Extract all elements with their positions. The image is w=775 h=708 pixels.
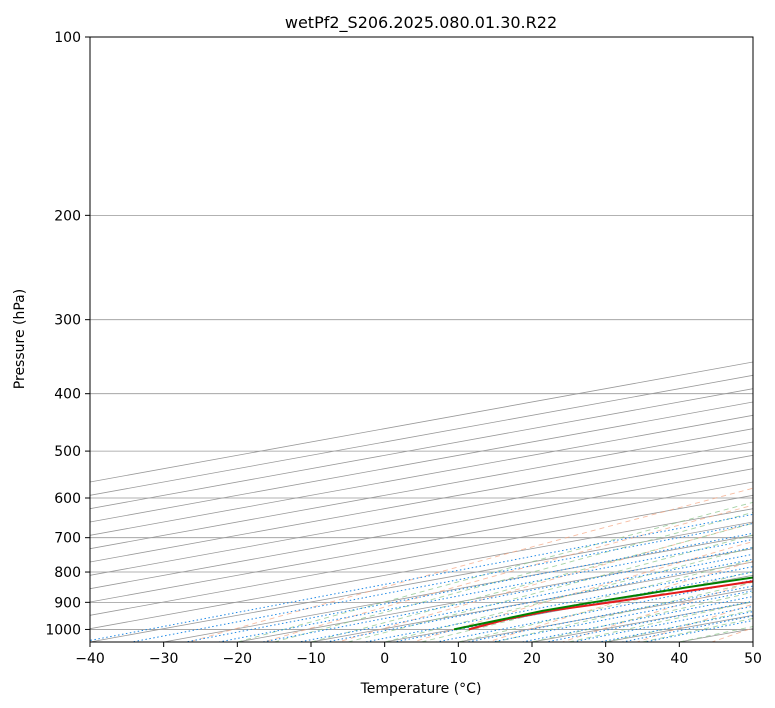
- moist-adiabat: [347, 534, 753, 642]
- mixing-ratio-line: [519, 595, 753, 642]
- isotherm-line: [90, 454, 753, 576]
- isotherm-line: [161, 534, 753, 642]
- y-tick-label: 700: [54, 531, 81, 547]
- mixing-ratio-line: [464, 585, 753, 642]
- chart-grid: 0.10.20.40.611.52346810131620253036-100-…: [90, 37, 753, 642]
- y-tick-label: 300: [54, 313, 81, 329]
- moist-adiabat: [310, 522, 753, 642]
- y-tick-label: 900: [54, 595, 81, 611]
- x-tick-label: 30: [597, 651, 615, 667]
- x-tick-label: −10: [296, 651, 326, 667]
- isotherm-line: [90, 494, 753, 616]
- moist-adiabat: [568, 600, 753, 642]
- x-tick-label: 20: [523, 651, 541, 667]
- isotherm-line: [90, 481, 753, 603]
- y-tick-label: 400: [54, 387, 81, 403]
- isotherm-line: [235, 548, 753, 642]
- y-tick-label: 600: [54, 491, 81, 507]
- mixing-ratio-line: [216, 538, 753, 642]
- x-tick-label: 0: [380, 651, 389, 667]
- isotherm-line: [90, 441, 753, 563]
- x-tick-label: 40: [670, 651, 688, 667]
- mixing-ratio-line: [619, 615, 753, 642]
- y-tick-label: 1000: [45, 622, 81, 638]
- plot-frame: [89, 36, 754, 643]
- dry-adiabat: [187, 487, 753, 642]
- chart-title: wetPf2_S206.2025.080.01.30.R22: [285, 13, 557, 33]
- x-tick-label: −20: [223, 651, 253, 667]
- y-axis-label: Pressure (hPa): [12, 289, 28, 389]
- y-tick-label: 100: [54, 30, 81, 46]
- mixing-ratio-line: [296, 553, 753, 642]
- y-tick-label: 500: [54, 444, 81, 460]
- y-tick-label: 200: [54, 208, 81, 224]
- x-tick-label: 10: [449, 651, 467, 667]
- isotherm-line: [90, 468, 753, 590]
- x-tick-label: −30: [149, 651, 179, 667]
- x-axis-label: Temperature (°C): [360, 681, 482, 697]
- mixing-ratio-line: [260, 546, 753, 642]
- isotherm-line: [90, 508, 753, 630]
- isotherm-line: [90, 521, 753, 642]
- axis-ticks: −40 −30 −20 −10 0 10 20 30 40 50 100 200 300 400 500 60…: [45, 30, 762, 667]
- x-tick-label: −40: [75, 651, 105, 667]
- y-tick-label: 800: [54, 565, 81, 581]
- mixing-ratio-line: [570, 605, 753, 642]
- x-tick-label: 50: [744, 651, 762, 667]
- mixing-ratio-line: [183, 532, 753, 642]
